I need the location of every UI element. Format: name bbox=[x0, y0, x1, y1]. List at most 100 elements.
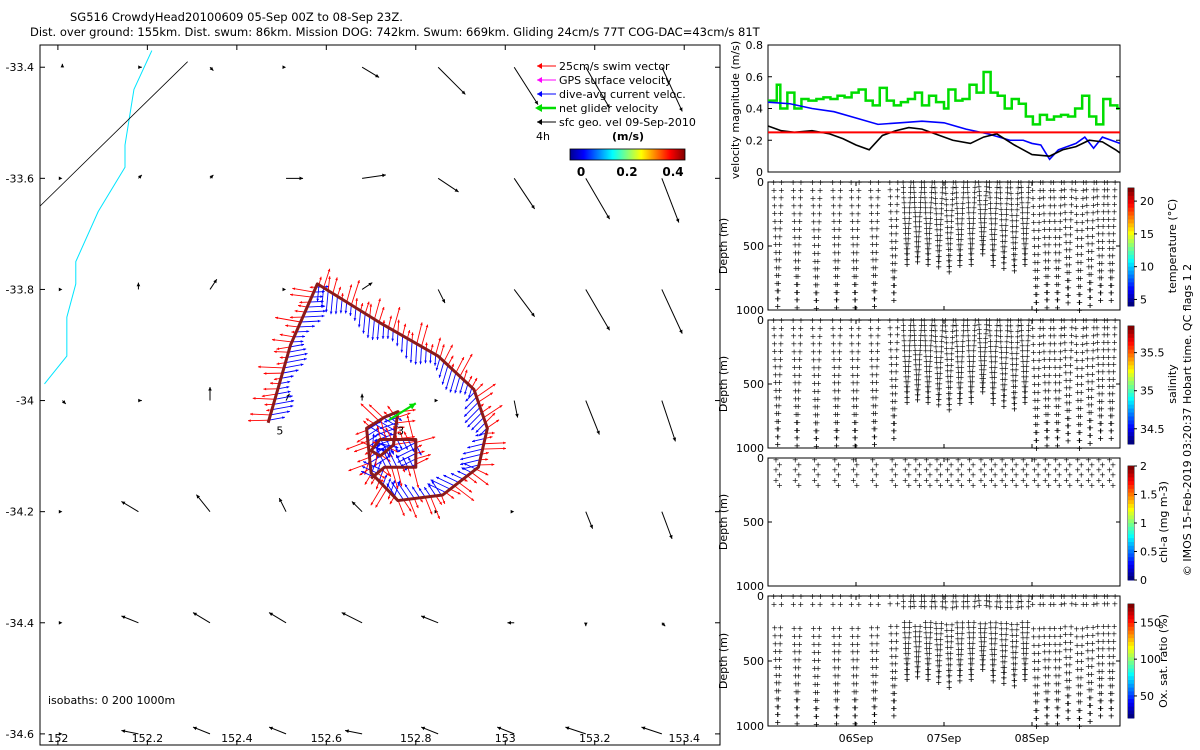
temp-point: + bbox=[773, 263, 780, 272]
temp-point: + bbox=[794, 303, 801, 312]
colorbar-swatch bbox=[1128, 653, 1134, 658]
oxy-point: + bbox=[932, 603, 939, 612]
colorbar-swatch bbox=[1128, 680, 1134, 685]
temp-point: + bbox=[916, 223, 923, 232]
temp-point: + bbox=[831, 241, 838, 250]
dac-vector bbox=[390, 479, 396, 494]
dac-vector bbox=[353, 307, 357, 321]
temp-point: + bbox=[907, 183, 914, 192]
colorbar-swatch bbox=[1128, 357, 1134, 362]
dac-vector bbox=[435, 357, 441, 371]
isobaths bbox=[39, 50, 188, 385]
temp-point: + bbox=[891, 266, 898, 275]
swim-vector bbox=[454, 485, 475, 502]
temp-point: + bbox=[894, 185, 901, 194]
map-y-tick-label: -33.4 bbox=[6, 61, 34, 74]
swim-vector bbox=[294, 309, 306, 313]
colorbar-swatch bbox=[1128, 642, 1134, 647]
temp-point: + bbox=[809, 186, 816, 195]
temp-point: + bbox=[850, 249, 857, 258]
sfc-velocity-arrow bbox=[58, 732, 63, 736]
sfc-velocity-arrow bbox=[138, 65, 142, 70]
temp-point: + bbox=[834, 288, 841, 297]
colorbar-swatch bbox=[1128, 326, 1134, 331]
track-label: 3 bbox=[397, 425, 404, 438]
swim-vector bbox=[360, 403, 380, 422]
temp-point: + bbox=[776, 248, 783, 257]
temp-point: + bbox=[1044, 303, 1051, 312]
temp-point: + bbox=[771, 209, 778, 218]
chla-point: + bbox=[815, 481, 822, 490]
oxy-point: + bbox=[875, 600, 882, 609]
temp-point: + bbox=[794, 303, 801, 312]
swim-vector bbox=[376, 425, 382, 440]
oxy-point: + bbox=[1044, 719, 1051, 728]
dac-vector bbox=[459, 379, 465, 394]
temp-point: + bbox=[913, 233, 920, 242]
legend-dac: dive-avg current veloc. bbox=[559, 88, 686, 101]
temp-point: + bbox=[810, 210, 817, 219]
temp-point: + bbox=[854, 233, 861, 242]
temp-point: + bbox=[915, 247, 922, 256]
temp-point: + bbox=[904, 260, 911, 269]
temp-point: + bbox=[832, 272, 839, 281]
salinity-cb-label: salinity bbox=[1166, 364, 1179, 404]
colorbar-swatch bbox=[1128, 526, 1134, 532]
temp-point: + bbox=[900, 178, 907, 187]
dac-vector bbox=[288, 348, 307, 353]
swim-vector bbox=[327, 276, 331, 291]
swim-vector bbox=[476, 383, 496, 398]
temp-point: + bbox=[906, 214, 913, 223]
oxy-point: + bbox=[968, 675, 975, 684]
temp-point: + bbox=[773, 248, 780, 257]
depth-tick-label: 0 bbox=[757, 176, 764, 189]
temp-point: + bbox=[816, 217, 823, 226]
colorbar-swatch bbox=[1128, 714, 1134, 719]
temp-point: + bbox=[817, 178, 824, 187]
swim-vector bbox=[345, 440, 369, 450]
temp-point: + bbox=[912, 208, 919, 217]
dac-vector bbox=[462, 448, 483, 455]
temp-point: + bbox=[894, 200, 901, 209]
sal-point: + bbox=[1087, 439, 1094, 448]
dac-vector bbox=[311, 295, 324, 299]
temp-point: + bbox=[852, 303, 859, 312]
map-legend: 25cm/s swim vector GPS surface velocity … bbox=[535, 60, 696, 179]
sfc-velocity-arrow bbox=[565, 726, 586, 735]
colorbar-swatch bbox=[1128, 564, 1134, 570]
temp-point: + bbox=[849, 209, 856, 218]
dac-vector bbox=[276, 390, 291, 395]
swim-vector bbox=[412, 467, 420, 489]
oxygen-panel: ++++++++++++++++++++++++++++++++++++++++… bbox=[717, 590, 1170, 745]
map-x-tick-label: 152.8 bbox=[400, 732, 432, 745]
temp-point: + bbox=[848, 186, 855, 195]
temp-point: + bbox=[813, 304, 820, 313]
sfc-velocity-arrow bbox=[585, 400, 600, 435]
temp-point: + bbox=[902, 219, 909, 228]
swim-vector bbox=[276, 346, 291, 351]
map-colorbar-title: (m/s) bbox=[612, 130, 644, 143]
depth-tick-label: 0 bbox=[757, 590, 764, 603]
temp-point: + bbox=[874, 209, 881, 218]
sal-point: + bbox=[871, 440, 878, 449]
temp-point: + bbox=[855, 194, 862, 203]
colorbar-swatch bbox=[1128, 436, 1134, 441]
temp-point: + bbox=[773, 256, 780, 265]
temp-point: + bbox=[835, 241, 842, 250]
colorbar-swatch bbox=[1128, 286, 1134, 291]
colorbar-swatch bbox=[1128, 649, 1134, 654]
temp-point: + bbox=[892, 252, 899, 261]
colorbar-swatch bbox=[1128, 607, 1134, 613]
swim-vector bbox=[357, 456, 370, 463]
map-x-tick-label: 152.6 bbox=[311, 732, 343, 745]
temp-point: + bbox=[894, 178, 901, 187]
sfc-velocity-arrow bbox=[362, 173, 386, 179]
dac-vector bbox=[380, 439, 391, 458]
temp-point: + bbox=[893, 207, 900, 216]
sal-point: + bbox=[813, 442, 820, 451]
temp-point: + bbox=[836, 209, 843, 218]
dac-vector bbox=[298, 324, 315, 328]
figure-subtitle: Dist. over ground: 155km. Dist. swum: 86… bbox=[30, 25, 761, 39]
temp-point: + bbox=[872, 279, 879, 288]
oxy-point: + bbox=[887, 599, 894, 608]
